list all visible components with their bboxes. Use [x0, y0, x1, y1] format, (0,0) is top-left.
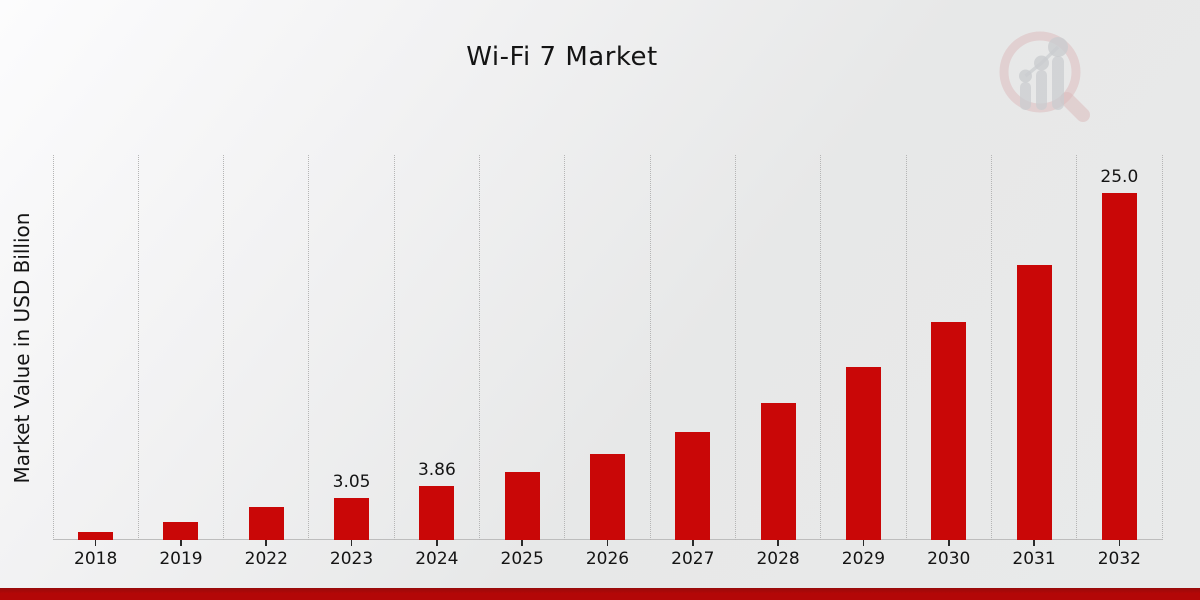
x-axis-tick [606, 540, 609, 546]
bar-2023 [334, 497, 370, 540]
x-tick-label-2023: 2023 [329, 549, 374, 569]
gridline [1161, 155, 1163, 540]
x-tick-label-2018: 2018 [74, 549, 118, 569]
x-tick-label-2019: 2019 [159, 549, 203, 569]
bar-2032 [1101, 192, 1137, 540]
y-axis-label: Market Value in USD Billion [10, 212, 34, 484]
gridline [1076, 155, 1078, 540]
bar-2027 [675, 431, 711, 540]
gridline [990, 155, 992, 540]
x-tick-label-2030: 2030 [927, 549, 971, 569]
gridline [137, 155, 139, 540]
x-tick-label-2025: 2025 [500, 549, 544, 569]
x-tick-label-2028: 2028 [756, 549, 800, 569]
bar-2018 [78, 531, 114, 540]
bar-value-label-2032: 25.0 [1100, 166, 1139, 187]
x-tick-label-2022: 2022 [244, 549, 288, 569]
x-axis-tick [862, 540, 865, 546]
gridline [223, 155, 225, 540]
x-axis-tick [521, 540, 523, 546]
bar-2028 [760, 403, 796, 540]
x-tick-label-2032: 2032 [1097, 549, 1141, 569]
plot-area: 2018 2019 2022 2023 3.05 2024 3.86 2025 2026 2027… [52, 155, 1163, 569]
x-axis-tick [777, 540, 779, 546]
x-axis-tick [94, 540, 97, 546]
bar-2031 [1016, 264, 1052, 540]
x-axis-tick [180, 540, 182, 546]
gridline [393, 155, 395, 540]
x-axis-tick [947, 540, 950, 546]
x-axis-tick [1118, 540, 1121, 546]
bar-value-label-2024: 3.86 [417, 460, 456, 481]
x-axis-tick [692, 540, 694, 546]
bar-2019 [163, 521, 199, 540]
gridline [820, 155, 822, 540]
x-axis-tick [350, 540, 353, 546]
gridline [905, 155, 907, 540]
bar-2025 [504, 472, 540, 540]
bar-2030 [931, 321, 967, 540]
gridline [649, 155, 651, 540]
bar-2029 [845, 367, 881, 540]
gridline [52, 155, 54, 540]
x-tick-label-2024: 2024 [415, 549, 459, 569]
x-axis-tick [265, 540, 268, 546]
gridline [734, 155, 736, 540]
gridline [564, 155, 566, 540]
bar-2026 [590, 454, 625, 540]
footer-accent-stripe [0, 588, 1200, 600]
x-tick-label-2026: 2026 [585, 549, 630, 569]
bar-value-label-2023: 3.05 [332, 471, 371, 492]
bar-2024 [419, 486, 455, 540]
x-axis-tick [436, 540, 438, 546]
magnifier-bar-chart-logo-icon [999, 31, 1090, 122]
gridline [308, 155, 310, 540]
bar-2022 [248, 506, 284, 540]
x-axis-tick [1033, 540, 1035, 546]
x-tick-label-2031: 2031 [1012, 549, 1056, 569]
x-tick-label-2027: 2027 [671, 549, 715, 569]
gridline [479, 155, 481, 540]
chart-title: Wi-Fi 7 Market [466, 42, 658, 72]
x-tick-label-2029: 2029 [841, 549, 886, 569]
